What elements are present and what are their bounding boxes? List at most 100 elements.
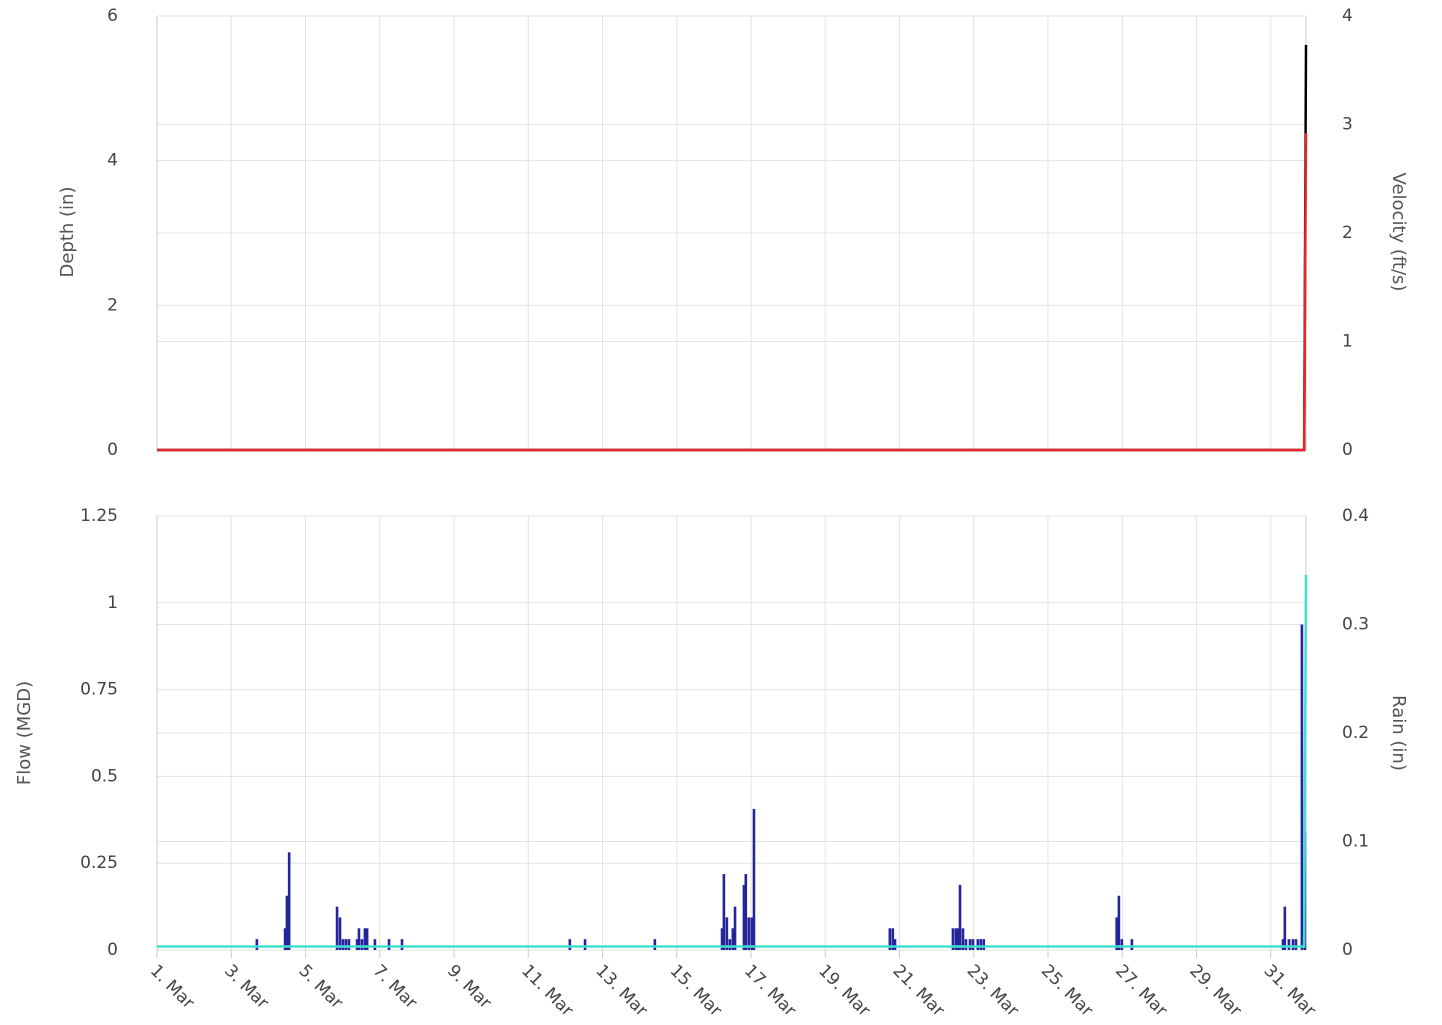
rain-bar (357, 928, 361, 950)
rain-bar (287, 852, 291, 950)
x-tick-label: 19. Mar (814, 961, 874, 1021)
rain-bar (373, 939, 377, 950)
rain-bar (341, 939, 345, 950)
y2-tick-label: 0 (1342, 440, 1353, 460)
y2-tick-label: 0.2 (1342, 723, 1369, 743)
rain-bar (568, 939, 572, 950)
rain-bar (1120, 939, 1124, 950)
rain-bar (731, 928, 735, 950)
rain-bar (1130, 939, 1134, 950)
y2-tick-label: 0.3 (1342, 615, 1369, 635)
rain-bar (728, 939, 732, 950)
rain-bar (1287, 939, 1291, 950)
y2-axis-title: Rain (in) (1388, 695, 1409, 771)
rain-bar (583, 939, 587, 950)
rain-bar (1294, 939, 1298, 950)
y-tick-label: 1 (107, 593, 118, 613)
rain-bar (355, 939, 359, 950)
x-tick-label: 5. Mar (294, 961, 346, 1013)
x-tick-label: 1. Mar (146, 961, 198, 1013)
rain-bar (742, 884, 746, 950)
y2-tick-label: 0.1 (1342, 832, 1369, 852)
rain-bar (976, 939, 980, 950)
y-tick-label: 1.25 (80, 506, 118, 526)
rain-bar (1300, 624, 1304, 950)
x-tick-label: 13. Mar (591, 961, 651, 1021)
y2-axis-title: Velocity (ft/s) (1388, 173, 1409, 292)
y2-tick-label: 4 (1342, 6, 1353, 26)
rain-bar (888, 928, 892, 950)
series-line (157, 575, 1308, 948)
rain-bar (982, 939, 986, 950)
rain-bar (1291, 939, 1295, 950)
x-tick-label: 17. Mar (740, 961, 800, 1021)
y-tick-label: 0.75 (80, 680, 118, 700)
y-tick-label: 0.5 (91, 766, 118, 786)
x-tick-label: 27. Mar (1111, 961, 1171, 1021)
rain-bar (1117, 895, 1121, 950)
rain-bar (733, 906, 737, 950)
x-tick-label: 15. Mar (666, 961, 726, 1021)
rain-bar (365, 928, 369, 950)
rain-bar (653, 939, 657, 950)
rain-bar (1115, 917, 1118, 950)
rain-bar (747, 917, 751, 950)
y-tick-label: 2 (107, 295, 118, 315)
rain-bar (891, 928, 895, 950)
x-tick-label: 7. Mar (369, 961, 421, 1013)
y2-tick-label: 3 (1342, 115, 1353, 135)
rain-bar (744, 874, 748, 950)
rain-bar (400, 939, 404, 950)
rain-bar (752, 808, 756, 950)
rain-bar (335, 906, 339, 950)
rain-bar (979, 939, 983, 950)
x-tick-label: 11. Mar (517, 961, 577, 1021)
rain-bar (951, 928, 955, 950)
y2-tick-label: 0 (1342, 940, 1353, 960)
y-tick-label: 6 (107, 6, 118, 26)
x-tick-label: 29. Mar (1185, 961, 1245, 1021)
y2-tick-label: 2 (1342, 223, 1353, 243)
y-tick-label: 0 (107, 440, 118, 460)
rain-bar (961, 928, 965, 950)
rain-bar (722, 874, 726, 950)
rain-bar (338, 917, 342, 950)
rain-bar (956, 928, 960, 950)
series-line (157, 44, 1308, 452)
y-axis-title: Flow (MGD) (14, 681, 35, 785)
x-tick-label: 9. Mar (443, 961, 495, 1013)
rain-bar (725, 917, 729, 950)
rain-bar (387, 939, 391, 950)
series-line (157, 133, 1308, 452)
rain-bar (283, 928, 287, 950)
x-tick-label: 3. Mar (220, 961, 272, 1013)
rain-bar (1283, 906, 1287, 950)
rain-bar (255, 939, 259, 950)
rain-bar (285, 895, 289, 950)
x-tick-label: 23. Mar (963, 961, 1023, 1021)
rain-bar (347, 939, 351, 950)
x-tick-label: 31. Mar (1260, 961, 1320, 1021)
rain-bar (954, 928, 958, 950)
y2-tick-label: 0.4 (1342, 506, 1369, 526)
y-tick-label: 0 (107, 940, 118, 960)
y-axis-title: Depth (in) (57, 186, 78, 277)
x-tick-label: 21. Mar (888, 961, 948, 1021)
rain-bar (958, 884, 962, 950)
rain-bar (968, 939, 972, 950)
rain-bar (750, 917, 754, 950)
rain-bar (360, 939, 364, 950)
rain-bar (964, 939, 968, 950)
rain-bar (893, 939, 897, 950)
x-tick-label: 25. Mar (1037, 961, 1097, 1021)
rain-bar (363, 928, 367, 950)
y-tick-label: 0.25 (80, 853, 118, 873)
y2-tick-label: 1 (1342, 332, 1353, 352)
y-tick-label: 4 (107, 151, 118, 171)
rain-bar (720, 928, 724, 950)
rain-bar (1281, 939, 1285, 950)
rain-bar (344, 939, 348, 950)
rain-bar (971, 939, 975, 950)
